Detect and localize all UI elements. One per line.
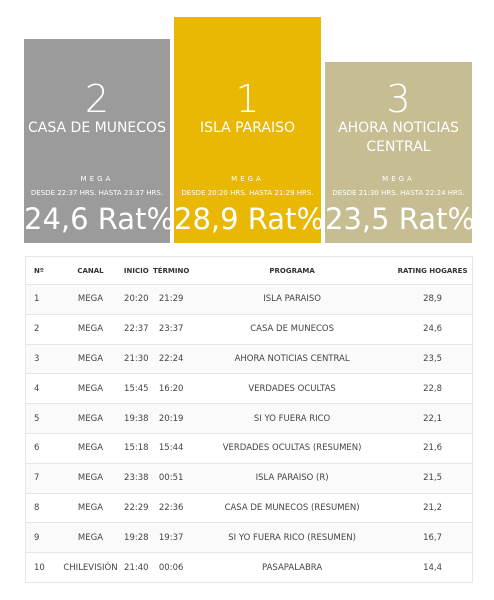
cell-number: 9 xyxy=(25,522,60,554)
header-rating: RATING HOGARES xyxy=(393,256,473,285)
cell-end: 21:29 xyxy=(151,284,192,315)
cell-end: 20:19 xyxy=(151,403,192,434)
podium-channel: MEGA xyxy=(382,175,415,183)
table-row: 4 MEGA 15:45 16:20 VERDADES OCULTAS 22,8 xyxy=(25,373,473,405)
cell-rating: 21,5 xyxy=(393,463,473,494)
table-row: 8 MEGA 22:29 22:36 CASA DE MUNECOS (RESU… xyxy=(25,493,473,524)
podium-rank: 1 xyxy=(235,77,260,121)
table-row: 1 MEGA 20:20 21:29 ISLA PARAISO 28,9 xyxy=(25,284,473,315)
cell-start: 19:38 xyxy=(121,403,152,434)
cell-number: 4 xyxy=(25,373,60,405)
podium-first: 1 ISLA PARAISO MEGA DESDE 20:20 HRS. HAS… xyxy=(174,17,324,243)
podium-second: 2 CASA DE MUNECOS MEGA DESDE 22:37 HRS. … xyxy=(24,39,174,243)
cell-end: 00:51 xyxy=(151,463,192,494)
cell-end: 23:37 xyxy=(151,314,192,345)
podium-program: AHORA NOTICIAS CENTRAL xyxy=(338,120,459,155)
podium-program: CASA DE MUNECOS xyxy=(28,120,166,136)
cell-number: 1 xyxy=(25,284,60,315)
cell-start: 15:45 xyxy=(121,373,152,405)
cell-number: 2 xyxy=(25,314,60,345)
cell-rating: 21,6 xyxy=(393,433,473,464)
cell-program: PASAPALABRA xyxy=(191,552,394,583)
podium-time: DESDE 20:20 HRS. HASTA 21:29 HRS. xyxy=(181,189,314,197)
cell-number: 10 xyxy=(25,552,60,583)
cell-end: 19:37 xyxy=(151,522,192,554)
cell-program: SI YO FUERA RICO (RESUMEN) xyxy=(191,522,394,554)
cell-rating: 22,8 xyxy=(393,373,473,405)
cell-rating: 14,4 xyxy=(393,552,473,583)
cell-end: 16:20 xyxy=(151,373,192,405)
cell-channel: MEGA xyxy=(59,344,122,375)
cell-rating: 21,2 xyxy=(393,493,473,524)
cell-program: CASA DE MUNECOS xyxy=(191,314,394,345)
cell-end: 22:24 xyxy=(151,344,192,375)
table-row: 2 MEGA 22:37 23:37 CASA DE MUNECOS 24,6 xyxy=(25,314,473,345)
cell-channel: MEGA xyxy=(59,314,122,345)
cell-start: 21:40 xyxy=(121,552,152,583)
ranking-table: Nº CANAL INICIO TÉRMINO PROGRAMA RATING … xyxy=(25,256,473,583)
cell-program: AHORA NOTICIAS CENTRAL xyxy=(191,344,394,375)
podium-channel: MEGA xyxy=(80,175,114,183)
podium-rating: 24,6 Rat% xyxy=(24,202,174,236)
cell-rating: 28,9 xyxy=(393,284,473,315)
cell-number: 3 xyxy=(25,344,60,375)
podium-rank: 3 xyxy=(386,77,411,121)
cell-program: SI YO FUERA RICO xyxy=(191,403,394,434)
cell-rating: 23,5 xyxy=(393,344,473,375)
cell-channel: MEGA xyxy=(59,463,122,494)
table-row: 7 MEGA 23:38 00:51 ISLA PARAISO (R) 21,5 xyxy=(25,463,473,494)
cell-channel: MEGA xyxy=(59,522,122,554)
cell-program: ISLA PARAISO xyxy=(191,284,394,315)
table-header-row: Nº CANAL INICIO TÉRMINO PROGRAMA RATING … xyxy=(25,256,473,285)
cell-start: 22:29 xyxy=(121,493,152,524)
podium-time: DESDE 21:30 HRS. HASTA 22:24 HRS. xyxy=(332,189,465,197)
podium-rank: 2 xyxy=(84,77,110,121)
cell-start: 23:38 xyxy=(121,463,152,494)
table-row: 3 MEGA 21:30 22:24 AHORA NOTICIAS CENTRA… xyxy=(25,344,473,375)
cell-channel: MEGA xyxy=(59,284,122,315)
cell-start: 19:28 xyxy=(121,522,152,554)
cell-channel: MEGA xyxy=(59,403,122,434)
cell-number: 7 xyxy=(25,463,60,494)
cell-start: 21:30 xyxy=(121,344,152,375)
cell-channel: MEGA xyxy=(59,373,122,405)
cell-program: VERDADES OCULTAS xyxy=(191,373,394,405)
cell-program: VERDADES OCULTAS (RESUMEN) xyxy=(191,433,394,464)
header-channel: CANAL xyxy=(59,256,122,285)
cell-number: 5 xyxy=(25,403,60,434)
header-start: INICIO xyxy=(121,256,152,285)
header-program: PROGRAMA xyxy=(191,256,394,285)
cell-start: 22:37 xyxy=(121,314,152,345)
cell-channel: MEGA xyxy=(59,493,122,524)
cell-start: 20:20 xyxy=(121,284,152,315)
header-number: Nº xyxy=(25,256,60,285)
podium-third: 3 AHORA NOTICIAS CENTRAL MEGA DESDE 21:3… xyxy=(325,62,475,243)
cell-end: 22:36 xyxy=(151,493,192,524)
podium-channel: MEGA xyxy=(231,175,264,183)
cell-start: 15:18 xyxy=(121,433,152,464)
header-end: TÉRMINO xyxy=(151,256,192,285)
podium-program: ISLA PARAISO xyxy=(199,120,296,136)
cell-number: 8 xyxy=(25,493,60,524)
cell-rating: 16,7 xyxy=(393,522,473,554)
cell-number: 6 xyxy=(25,433,60,464)
table-row: 6 MEGA 15:18 15:44 VERDADES OCULTAS (RES… xyxy=(25,433,473,464)
podium-time: DESDE 22:37 HRS. HASTA 23:37 HRS. xyxy=(30,189,164,197)
table-row: 10 CHILEVISIÓN 21:40 00:06 PASAPALABRA 1… xyxy=(25,552,473,583)
cell-end: 00:06 xyxy=(151,552,192,583)
cell-channel: MEGA xyxy=(59,433,122,464)
cell-rating: 22,1 xyxy=(393,403,473,434)
podium-rating: 28,9 Rat% xyxy=(174,202,324,236)
podium-rating: 23,5 Rat% xyxy=(325,202,475,236)
cell-rating: 24,6 xyxy=(393,314,473,345)
cell-program: ISLA PARAISO (R) xyxy=(191,463,394,494)
table-row: 5 MEGA 19:38 20:19 SI YO FUERA RICO 22,1 xyxy=(25,403,473,434)
cell-program: CASA DE MUNECOS (RESUMEN) xyxy=(191,493,394,524)
table-row: 9 MEGA 19:28 19:37 SI YO FUERA RICO (RES… xyxy=(25,522,473,554)
cell-channel: CHILEVISIÓN xyxy=(59,552,122,583)
cell-end: 15:44 xyxy=(151,433,192,464)
